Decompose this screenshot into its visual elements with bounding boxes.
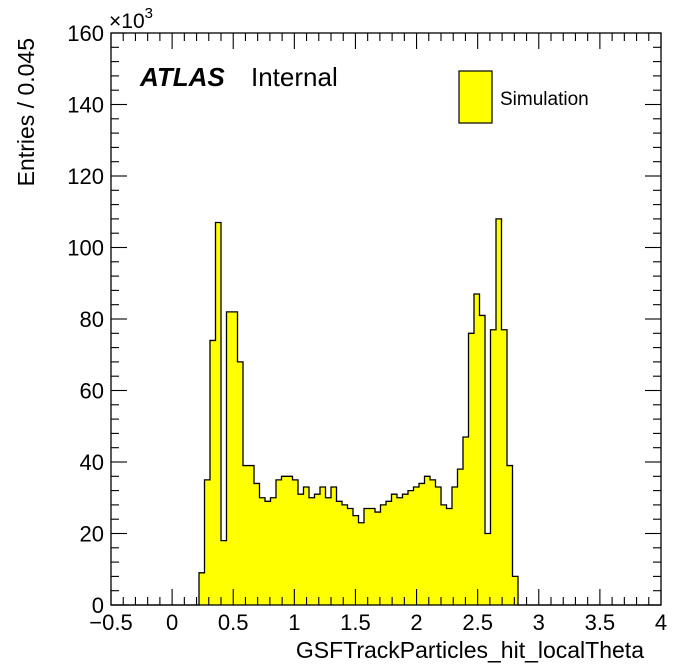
histogram-bar [413, 487, 420, 605]
histogram-bar [215, 222, 222, 605]
y-tick-label: 160 [67, 21, 104, 46]
y-tick-label: 60 [80, 379, 104, 404]
histogram-bar [298, 494, 304, 605]
y-axis-title: Entries / 0.045 [13, 38, 39, 186]
histogram-bar [496, 218, 502, 605]
x-tick-labels: −0.5 0 0.5 1 1.5 2 2.5 3 3.5 4 [89, 610, 667, 635]
histogram-bar [210, 340, 216, 605]
histogram-bar [276, 479, 282, 605]
histogram-bar [468, 333, 475, 605]
histogram-bar [457, 469, 464, 605]
y-tick-label: 20 [80, 522, 104, 547]
legend-swatch [458, 70, 493, 124]
histogram-bar [254, 483, 260, 605]
histogram-bar [419, 483, 425, 605]
histogram-bar [204, 479, 211, 605]
histogram-bar [248, 465, 255, 605]
histogram-bar [397, 497, 403, 605]
histogram-bar [342, 504, 348, 605]
x-axis-title: GSFTrackParticles_hit_localTheta [296, 637, 644, 663]
histogram-bar [309, 497, 315, 605]
histogram-bar [221, 540, 227, 605]
axis-ticks [110, 32, 662, 606]
histogram-bar [402, 494, 409, 605]
internal-label: Internal [251, 62, 338, 92]
histogram-bar [391, 494, 398, 605]
histogram-bar [259, 497, 266, 605]
histogram-bar [303, 487, 310, 605]
x-tick-label: 1 [288, 610, 300, 635]
histogram-bar [320, 487, 326, 605]
histogram-bar [237, 361, 244, 605]
x-tick-label: 3.5 [585, 610, 616, 635]
histogram-bar [358, 522, 365, 605]
histogram-bar [435, 487, 442, 605]
histogram-bar [375, 512, 381, 605]
histogram-bar [507, 465, 513, 605]
y-tick-label: 100 [67, 236, 104, 261]
histogram-bar [336, 501, 343, 605]
histogram-bar [386, 501, 392, 605]
x-tick-label: 0.5 [218, 610, 249, 635]
histogram-bar [490, 329, 497, 605]
histogram-bar [441, 504, 447, 605]
histogram-bar [232, 311, 238, 605]
histogram-bar [369, 508, 376, 605]
histogram-bar [331, 487, 337, 605]
y-tick-label: 80 [80, 307, 104, 332]
histogram-bar [463, 436, 469, 605]
y-tick-label: 140 [67, 93, 104, 118]
histogram-bar [485, 533, 491, 605]
legend: Simulation [458, 70, 589, 124]
histogram-bar [364, 508, 370, 605]
histogram-bar [265, 501, 271, 605]
x-tick-label: 3 [533, 610, 545, 635]
histogram-bar [347, 508, 354, 605]
histogram-bar [287, 476, 293, 605]
histogram-bar [270, 497, 277, 605]
histogram-bars [199, 218, 519, 605]
x-tick-label: 2 [410, 610, 422, 635]
atlas-label: ATLAS [139, 62, 225, 92]
y-multiplier: ×103 [109, 5, 153, 33]
histogram-bar [380, 504, 387, 605]
histogram-bar [292, 479, 299, 605]
x-tick-label: −0.5 [89, 610, 132, 635]
x-tick-label: 0 [166, 610, 178, 635]
legend-label: Simulation [500, 89, 589, 110]
x-tick-label: 1.5 [340, 610, 371, 635]
histogram-bar [226, 311, 233, 605]
histogram-bar [512, 576, 519, 605]
histogram-bar [243, 465, 249, 605]
y-tick-labels: 0 20 40 60 80 100 120 140 160 [67, 21, 104, 618]
histogram-bar [408, 490, 414, 605]
histogram-bar [199, 572, 205, 605]
histogram-bar [424, 476, 431, 605]
y-tick-label: 40 [80, 450, 104, 475]
histogram-bar [353, 515, 359, 605]
histogram-bar [325, 497, 332, 605]
histogram-bar [474, 293, 480, 605]
histogram-bar [446, 508, 453, 605]
histogram-bar [430, 479, 436, 605]
histogram-bar [479, 315, 486, 605]
x-tick-label: 4 [655, 610, 667, 635]
x-tick-label: 2.5 [462, 610, 493, 635]
y-tick-label: 0 [92, 593, 104, 618]
histogram-bar [452, 487, 458, 605]
histogram-bar [314, 494, 321, 605]
y-tick-label: 120 [67, 164, 104, 189]
histogram-bar [501, 329, 508, 605]
histogram-bar [281, 476, 288, 605]
